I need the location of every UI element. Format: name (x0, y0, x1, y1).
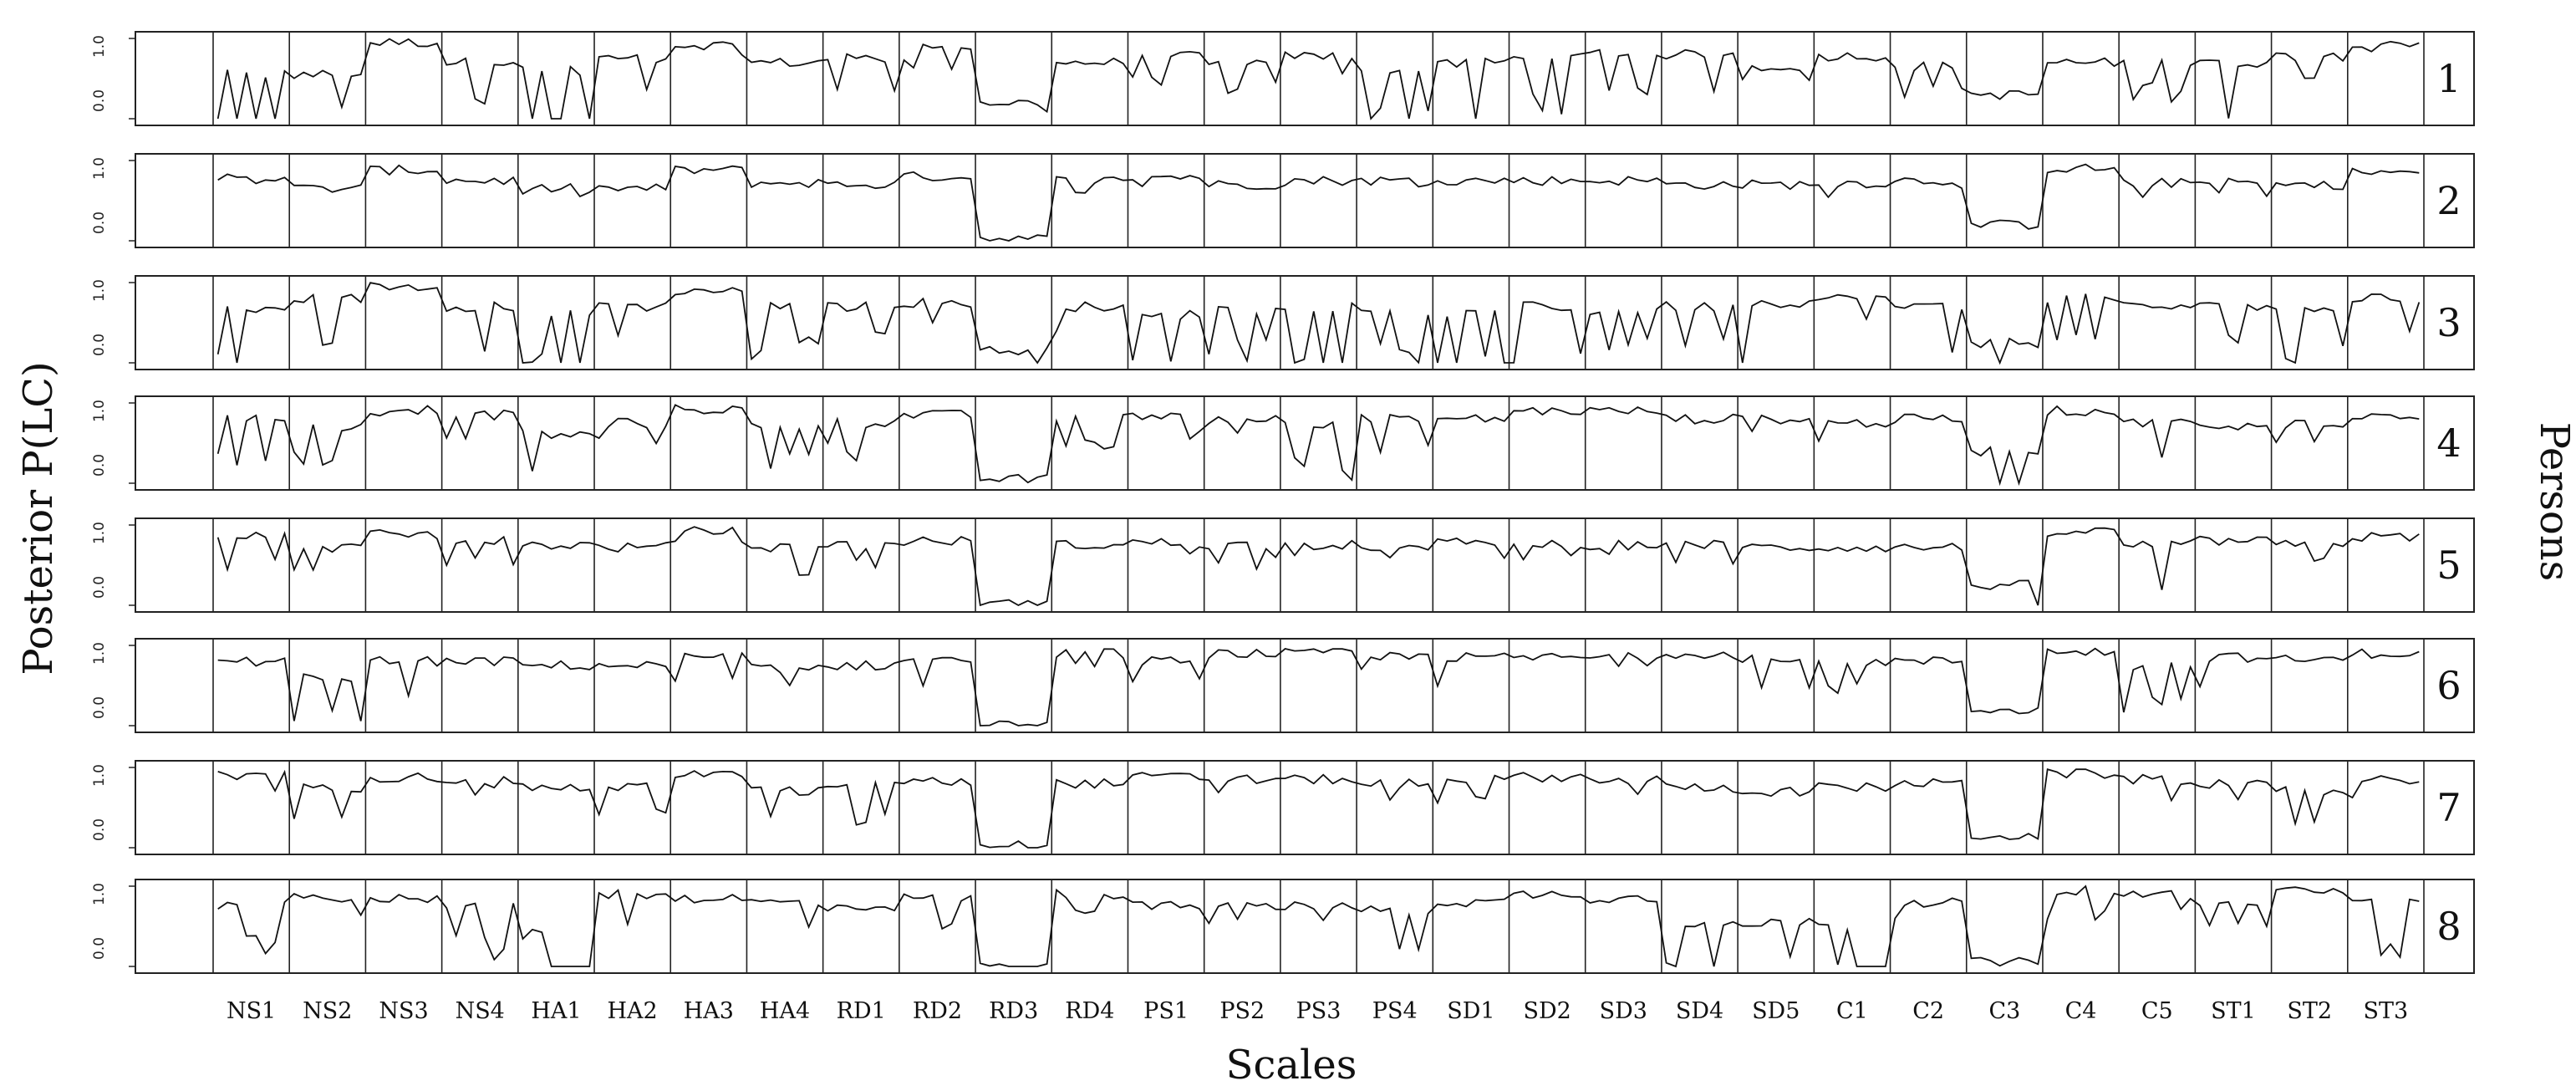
scale-label: PS3 (1296, 998, 1341, 1024)
scale-label: SD1 (1447, 998, 1494, 1024)
scale-label: NS2 (303, 998, 352, 1024)
person-label: 2 (2436, 178, 2461, 223)
panel-frame (135, 638, 2475, 733)
person-panel: 1.0 0.0 6 (91, 638, 2475, 733)
scale-label: ST2 (2287, 998, 2332, 1024)
scale-label: RD4 (1065, 998, 1114, 1024)
y-tick-label: 1.0 (91, 883, 108, 905)
person-panel: 1.0 0.0 2 (91, 153, 2475, 248)
posterior-series-line (217, 163, 2420, 242)
person-panel: 1.0 0.0 8 (91, 879, 2475, 974)
panel-frame (135, 879, 2475, 974)
scale-label: RD2 (913, 998, 962, 1024)
y-tick-label: 0.0 (91, 454, 108, 477)
posterior-series-line (216, 38, 2420, 120)
scale-label: RD3 (989, 998, 1038, 1024)
scale-label: SD4 (1676, 998, 1723, 1024)
scale-label: SD2 (1523, 998, 1571, 1024)
panel-frame (135, 153, 2475, 248)
persons-title: Persons (2531, 422, 2576, 582)
scale-label: NS3 (379, 998, 428, 1024)
scale-labels: NS1 NS2 NS3 NS4 HA1 HA2 HA3 HA4 RD1 RD2 RD3 RD4 PS1 P… (227, 998, 2408, 1024)
person-panel: 1.0 0.0 4 (91, 395, 2475, 491)
scale-label: SD3 (1600, 998, 1647, 1024)
person-label: 1 (2436, 56, 2461, 101)
panel-frame (135, 31, 2475, 126)
posterior-series-line (216, 282, 2421, 365)
scale-label: C3 (1988, 998, 2020, 1024)
y-tick-label: 0.0 (91, 818, 108, 841)
y-tick-label: 1.0 (91, 279, 108, 302)
posterior-series-line (217, 885, 2420, 968)
person-label: 4 (2436, 421, 2461, 466)
scale-label: C1 (1836, 998, 1868, 1024)
person-label: 8 (2436, 904, 2461, 949)
scale-label: SD5 (1752, 998, 1800, 1024)
person-label: 7 (2436, 785, 2461, 830)
scale-label: C2 (1912, 998, 1944, 1024)
person-label: 5 (2436, 543, 2461, 588)
panels: 1.0 0.0 1 1.0 0.0 2 1.0 0.0 3 1.0 0.0 4 1.0 0.0 5 1.0 0.… (91, 31, 2475, 974)
scale-label: NS1 (227, 998, 276, 1024)
posterior-series-line (216, 404, 2420, 487)
person-panel: 1.0 0.0 5 (91, 517, 2475, 613)
scale-label: ST1 (2211, 998, 2256, 1024)
scale-label: PS4 (1372, 998, 1418, 1024)
y-tick-label: 0.0 (91, 89, 108, 112)
scale-label: HA2 (608, 998, 658, 1024)
scale-label: C4 (2065, 998, 2097, 1024)
panel-frame (135, 395, 2475, 491)
y-tick-label: 0.0 (91, 334, 108, 356)
y-tick-label: 0.0 (91, 696, 108, 719)
person-label: 3 (2436, 300, 2461, 345)
person-panel: 1.0 0.0 3 (91, 275, 2475, 370)
x-axis-title: Scales (1226, 1042, 1357, 1088)
scale-label: HA4 (760, 998, 810, 1024)
posterior-series-line (216, 526, 2420, 607)
y-axis-title: Posterior P(LC) (15, 361, 62, 675)
panel-frame (135, 517, 2475, 613)
scale-label: RD1 (837, 998, 886, 1024)
y-tick-label: 1.0 (91, 642, 108, 665)
panel-frame (135, 760, 2475, 855)
scale-label: HA1 (531, 998, 581, 1024)
scale-label: PS1 (1143, 998, 1189, 1024)
scale-label: PS2 (1219, 998, 1265, 1024)
y-tick-label: 1.0 (91, 157, 108, 180)
scale-label: C5 (2141, 998, 2173, 1024)
person-label: 6 (2436, 663, 2461, 708)
y-tick-label: 1.0 (91, 35, 108, 58)
y-tick-label: 1.0 (91, 522, 108, 544)
y-tick-label: 1.0 (91, 400, 108, 422)
y-tick-label: 0.0 (91, 212, 108, 234)
y-tick-label: 0.0 (91, 937, 108, 960)
posterior-series-line (217, 647, 2420, 726)
panel-frame (135, 275, 2475, 370)
scale-label: HA3 (684, 998, 734, 1024)
scale-label: ST3 (2364, 998, 2409, 1024)
y-tick-label: 1.0 (91, 764, 108, 787)
person-panel: 1.0 0.0 7 (91, 760, 2475, 855)
y-tick-label: 0.0 (91, 576, 108, 599)
posterior-series-line (217, 768, 2420, 849)
scale-label: NS4 (456, 998, 505, 1024)
person-panel: 1.0 0.0 1 (91, 31, 2475, 126)
